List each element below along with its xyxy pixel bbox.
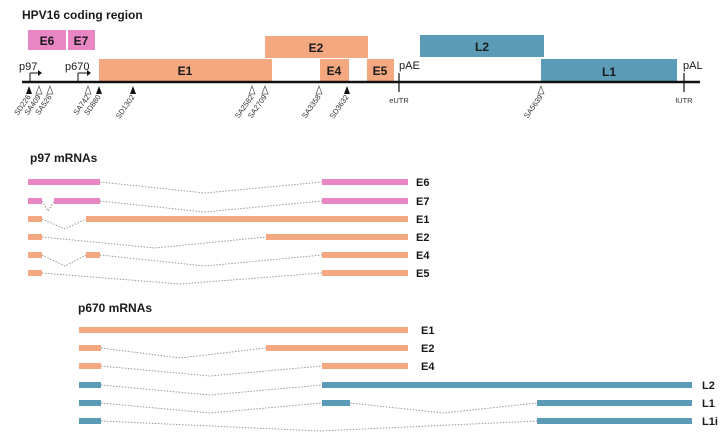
mrna-p670-l2-label: L2	[702, 380, 715, 392]
mrna-p670-e2	[79, 345, 408, 359]
sa5639-marker	[537, 85, 545, 95]
p97-mrnas: E6 E7 E1 E2	[28, 177, 430, 285]
mrna-p670-l2	[79, 382, 692, 396]
mrna-p97-e6	[28, 179, 408, 194]
sa526-marker	[46, 85, 54, 95]
orf-e5-label: E5	[373, 64, 388, 78]
promoter-p670-arrow	[77, 70, 91, 82]
mrna-p97-e6-label: E6	[416, 177, 429, 189]
orf-l2-label: L2	[475, 40, 489, 54]
mrna-p97-e7	[28, 198, 408, 213]
mrna-p670-e2-label: E2	[421, 343, 434, 355]
mrna-p670-l1-label: L1	[702, 398, 715, 410]
sa2582-marker	[248, 85, 256, 95]
orf-e7-label: E7	[74, 34, 89, 48]
sd1302-marker	[130, 86, 136, 94]
pae-label: pAE	[399, 60, 420, 72]
mrna-p97-e5	[28, 270, 408, 285]
sa742-marker	[84, 85, 92, 95]
orf-e5	[367, 59, 394, 81]
sa5639-label: SA5639	[522, 93, 545, 120]
section-p670-title: p670 mRNAs	[78, 301, 152, 315]
mrna-p97-e2	[28, 234, 408, 249]
mrna-p670-e1	[79, 327, 408, 333]
pal-label: pAL	[683, 60, 703, 72]
diagram-title: HPV16 coding region	[22, 8, 143, 22]
orf-e6	[28, 30, 66, 50]
lutr-label: lUTR	[675, 96, 693, 105]
mrna-p670-l1i-label: L1i	[702, 416, 718, 428]
orf-e7	[68, 30, 95, 50]
mrna-p97-e4	[28, 252, 408, 267]
mrna-p670-l1i	[79, 418, 692, 432]
mrna-p670-l1	[79, 400, 692, 414]
sa3358-label: SA3358	[300, 93, 323, 120]
sa3358-marker	[315, 85, 323, 95]
mrna-p97-e7-label: E7	[416, 196, 429, 208]
sd3632-label: SD3632	[328, 93, 351, 120]
sd1302-label: SD1302	[114, 93, 137, 120]
promoter-p97-label: p97	[19, 61, 37, 73]
orf-l1-label: L1	[602, 65, 616, 79]
promoter-p670-label: p670	[65, 61, 89, 73]
promoter-p97-arrow	[29, 70, 42, 82]
mrna-p97-e2-label: E2	[416, 232, 429, 244]
sd3632-marker	[344, 86, 350, 94]
mrna-p97-e5-label: E5	[416, 268, 429, 280]
genome-map: E6 E7 E1 E2 E4 E5 L2 L1 p97 p670	[12, 30, 703, 120]
mrna-p97-e4-label: E4	[416, 250, 430, 262]
mrna-p97-e1-label: E1	[416, 214, 429, 226]
mrna-p97-e1	[28, 216, 408, 230]
orf-e2-label: E2	[309, 41, 324, 55]
eutr-label: eUTR	[389, 96, 409, 105]
orf-l1	[541, 59, 677, 81]
orf-e2	[265, 36, 368, 58]
orf-e1	[99, 59, 272, 81]
mrna-p670-e4-label: E4	[421, 361, 435, 373]
p670-mrnas: E1 E2 E4 L2 L1	[79, 325, 718, 432]
mrna-p670-e1-label: E1	[421, 325, 434, 337]
sd226-marker	[26, 86, 32, 94]
sd880-marker	[96, 86, 102, 94]
orf-l2	[420, 35, 544, 57]
sa409-marker	[35, 85, 43, 95]
orf-e6-label: E6	[40, 34, 55, 48]
orf-e4-label: E4	[327, 64, 342, 78]
orf-e1-label: E1	[178, 64, 193, 78]
sa2709-marker	[261, 85, 269, 95]
mrna-p670-e4	[79, 363, 408, 377]
section-p97-title: p97 mRNAs	[30, 151, 98, 165]
orf-e4	[320, 59, 349, 81]
